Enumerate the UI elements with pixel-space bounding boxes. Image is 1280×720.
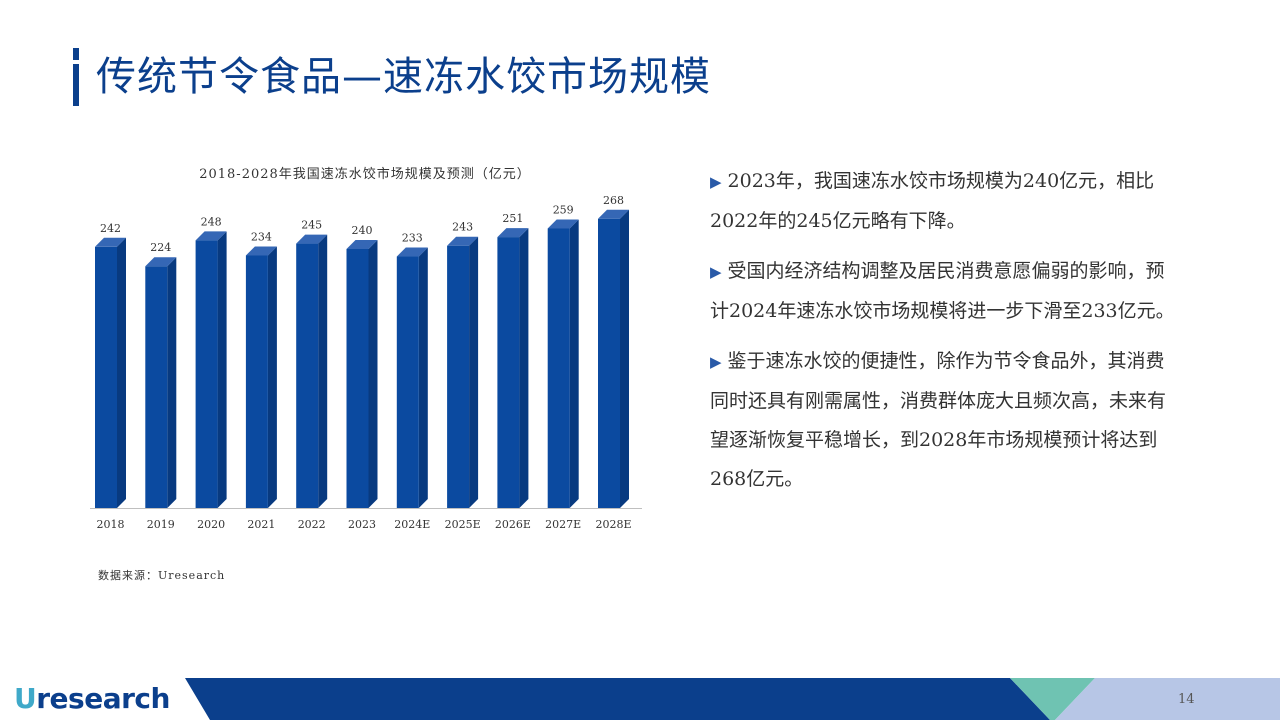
bar-side xyxy=(620,209,629,509)
data-label: 268 xyxy=(603,194,624,207)
bar xyxy=(145,266,168,508)
bar xyxy=(296,243,319,508)
bar-side xyxy=(167,257,177,508)
bar xyxy=(346,248,369,508)
data-label: 240 xyxy=(352,224,373,237)
triangle-bullet-icon: ▶ xyxy=(710,353,722,371)
bar-top xyxy=(195,231,227,241)
x-tick-label: 2024E xyxy=(394,518,430,531)
bullet-item: ▶ 2023年，我国速冻水饺市场规模为240亿元，相比2022年的245亿元略有下… xyxy=(710,162,1180,241)
x-tick-label: 2027E xyxy=(545,518,581,531)
footer-band xyxy=(0,678,1280,720)
bar-side xyxy=(117,237,126,509)
x-tick-label: 2026E xyxy=(495,518,531,531)
footer-white-wedge xyxy=(0,678,210,720)
bullet-item: ▶ 受国内经济结构调整及居民消费意愿偏弱的影响，预计2024年速冻水饺市场规模将进… xyxy=(710,252,1180,331)
bar xyxy=(598,218,620,509)
page-title: 传统节令食品—速冻水饺市场规模 xyxy=(96,54,711,100)
bar xyxy=(195,240,218,508)
bullet-text: 受国内经济结构调整及居民消费意愿偏弱的影响，预计2024年速冻水饺市场规模将进一… xyxy=(710,260,1175,322)
x-tick-label: 2019 xyxy=(147,518,175,531)
bar xyxy=(547,228,570,508)
chart-source: 数据来源：Uresearch xyxy=(98,569,226,582)
footer-dark-band xyxy=(185,678,1050,720)
bar-side xyxy=(267,246,277,508)
page-number: 14 xyxy=(1178,692,1195,707)
bar-top xyxy=(396,247,428,257)
bar xyxy=(396,256,419,508)
bar-chart: 242 2018 224 2019 248 2020 234 2021 245 2022 240 20… xyxy=(90,194,642,531)
bar-top xyxy=(145,257,177,267)
bar-side xyxy=(519,228,529,508)
bar-top xyxy=(245,246,277,256)
x-tick-label: 2028E xyxy=(595,518,631,531)
bar-side xyxy=(217,231,227,508)
title-accent-bar xyxy=(73,48,79,106)
bar-top xyxy=(547,219,579,229)
bar-top xyxy=(598,209,629,219)
data-label: 248 xyxy=(201,215,222,228)
bar-top xyxy=(296,234,328,244)
bullet-text: 2023年，我国速冻水饺市场规模为240亿元，相比2022年的245亿元略有下降… xyxy=(710,170,1155,232)
bullet-text: 鉴于速冻水饺的便捷性，除作为节令食品外，其消费同时还具有刚需属性，消费群体庞大且… xyxy=(710,350,1167,490)
x-tick-label: 2021 xyxy=(247,518,275,531)
data-label: 259 xyxy=(553,203,574,216)
x-tick-label: 2025E xyxy=(445,518,481,531)
bar-side xyxy=(368,239,378,508)
bar xyxy=(95,246,117,509)
bar-side xyxy=(569,219,579,508)
uresearch-logo: Uresearch xyxy=(14,682,170,715)
footer-teal-band xyxy=(1010,678,1095,720)
bar-top xyxy=(497,228,529,238)
bar-top xyxy=(95,237,126,247)
bar-side xyxy=(418,247,428,508)
data-label: 224 xyxy=(150,241,171,254)
bar-side xyxy=(469,236,479,508)
data-label: 234 xyxy=(251,230,272,243)
bar-side xyxy=(318,234,328,508)
bullet-item: ▶ 鉴于速冻水饺的便捷性，除作为节令食品外，其消费同时还具有刚需属性，消费群体庞大… xyxy=(710,342,1180,499)
x-tick-label: 2023 xyxy=(348,518,376,531)
triangle-bullet-icon: ▶ xyxy=(710,173,722,191)
bar xyxy=(497,237,520,508)
data-label: 251 xyxy=(502,212,523,225)
bar-top xyxy=(346,239,378,249)
x-tick-label: 2020 xyxy=(197,518,225,531)
bar-top xyxy=(447,236,479,246)
bar xyxy=(447,245,470,508)
data-label: 245 xyxy=(301,219,322,232)
footer-light-band xyxy=(1055,678,1280,720)
chart-title: 2018-2028年我国速冻水饺市场规模及预测（亿元） xyxy=(199,167,531,182)
bullet-list: ▶ 2023年，我国速冻水饺市场规模为240亿元，相比2022年的245亿元略有下… xyxy=(710,162,1180,510)
data-label: 242 xyxy=(100,222,121,235)
triangle-bullet-icon: ▶ xyxy=(710,263,722,281)
x-tick-label: 2022 xyxy=(298,518,326,531)
data-label: 233 xyxy=(402,232,423,245)
bar xyxy=(245,255,268,508)
x-tick-label: 2018 xyxy=(97,518,125,531)
data-label: 243 xyxy=(452,221,473,234)
